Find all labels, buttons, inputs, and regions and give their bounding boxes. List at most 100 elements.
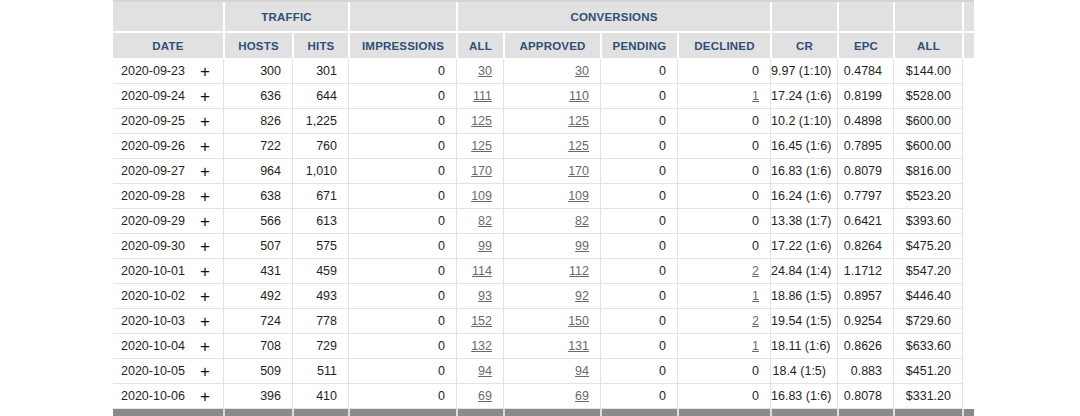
expand-row-icon[interactable]: + bbox=[200, 213, 210, 230]
date-cell: 2020-09-28 + bbox=[113, 184, 223, 209]
revenue-value: $816.00 bbox=[893, 159, 962, 184]
cr-value: 18.11 (1:6) bbox=[770, 334, 837, 359]
revenue-value: $600.00 bbox=[893, 109, 962, 134]
declined-link[interactable]: 2 bbox=[752, 264, 759, 278]
expand-row-icon[interactable]: + bbox=[200, 113, 210, 130]
date-cell: 2020-10-06 + bbox=[113, 384, 223, 409]
conversions-approved-link[interactable]: 131 bbox=[568, 339, 589, 353]
cr-value: 17.24 (1:6) bbox=[770, 84, 837, 109]
column-header-revenue-all: ALL bbox=[893, 33, 962, 59]
table-row: 2020-09-28 + 638 671 0 109 109 0 0 16.24… bbox=[113, 184, 974, 209]
table-row: 2020-10-02 + 492 493 0 93 92 0 1 18.86 (… bbox=[113, 284, 974, 309]
conversions-all-link[interactable]: 69 bbox=[478, 389, 492, 403]
hosts-value: 431 bbox=[223, 259, 292, 284]
pending-value: 0 bbox=[600, 84, 677, 109]
hosts-value: 507 bbox=[223, 234, 292, 259]
epc-value: 0.8957 bbox=[837, 284, 893, 309]
expand-row-icon[interactable]: + bbox=[200, 288, 210, 305]
expand-row-icon[interactable]: + bbox=[200, 88, 210, 105]
group-header-row: TRAFFIC CONVERSIONS bbox=[113, 2, 974, 33]
conversions-all-link[interactable]: 109 bbox=[471, 189, 492, 203]
column-header-cr: CR bbox=[770, 33, 837, 59]
conversions-approved-link[interactable]: 82 bbox=[575, 214, 589, 228]
conversions-all-link[interactable]: 152 bbox=[471, 314, 492, 328]
column-header-pending: PENDING bbox=[600, 33, 677, 59]
conversions-approved-link[interactable]: 94 bbox=[575, 364, 589, 378]
conversions-all-link[interactable]: 114 bbox=[472, 264, 492, 278]
conversions-approved-link[interactable]: 99 bbox=[575, 239, 589, 253]
expand-row-icon[interactable]: + bbox=[200, 338, 210, 355]
revenue-value: $446.40 bbox=[893, 284, 962, 309]
group-header-spacer bbox=[837, 2, 893, 33]
impressions-value: 0 bbox=[348, 384, 456, 409]
conversions-all-link[interactable]: 111 bbox=[473, 89, 492, 103]
table-row: 2020-10-03 + 724 778 0 152 150 0 2 19.54… bbox=[113, 309, 974, 334]
expand-row-icon[interactable]: + bbox=[200, 263, 210, 280]
conversions-approved-link[interactable]: 112 bbox=[569, 264, 589, 278]
pending-value: 0 bbox=[600, 259, 677, 284]
epc-value: 0.7797 bbox=[837, 184, 893, 209]
hits-value: 493 bbox=[292, 284, 348, 309]
hits-value: 644 bbox=[292, 84, 348, 109]
group-header-spacer bbox=[348, 2, 456, 33]
conversions-approved-link[interactable]: 170 bbox=[568, 164, 589, 178]
conversions-approved-link[interactable]: 125 bbox=[568, 139, 589, 153]
conversions-approved-link[interactable]: 69 bbox=[575, 389, 589, 403]
expand-row-icon[interactable]: + bbox=[200, 388, 210, 405]
conversions-all-link[interactable]: 93 bbox=[478, 289, 492, 303]
table-body: 2020-09-23 + 300 301 0 30 30 0 0 9.97 (1… bbox=[113, 59, 974, 409]
totals-cell bbox=[677, 409, 770, 416]
hosts-value: 566 bbox=[223, 209, 292, 234]
conversions-all-link[interactable]: 82 bbox=[478, 214, 492, 228]
conversions-all-link[interactable]: 132 bbox=[471, 339, 492, 353]
declined-link[interactable]: 1 bbox=[752, 339, 759, 353]
expand-row-icon[interactable]: + bbox=[200, 138, 210, 155]
epc-value: 0.6421 bbox=[837, 209, 893, 234]
table-row: 2020-09-27 + 964 1,010 0 170 170 0 0 16.… bbox=[113, 159, 974, 184]
group-header-spacer-clipped bbox=[962, 2, 974, 33]
impressions-value: 0 bbox=[348, 84, 456, 109]
declined-link[interactable]: 1 bbox=[752, 89, 759, 103]
conversions-all-link[interactable]: 170 bbox=[471, 164, 492, 178]
declined-value: 0 bbox=[752, 239, 759, 253]
date-cell: 2020-10-02 + bbox=[113, 284, 223, 309]
revenue-value: $451.20 bbox=[893, 359, 962, 384]
conversions-all-link[interactable]: 99 bbox=[478, 239, 492, 253]
conversions-all-link[interactable]: 94 bbox=[478, 364, 492, 378]
conversions-all-link[interactable]: 125 bbox=[471, 114, 492, 128]
epc-value: 0.8626 bbox=[837, 334, 893, 359]
expand-row-icon[interactable]: + bbox=[200, 63, 210, 80]
conversions-approved-link[interactable]: 92 bbox=[575, 289, 589, 303]
conversions-approved-link[interactable]: 150 bbox=[568, 314, 589, 328]
totals-cell bbox=[600, 409, 677, 416]
date-value: 2020-09-25 bbox=[121, 114, 185, 128]
cr-value: 16.83 (1:6) bbox=[770, 384, 837, 409]
declined-link[interactable]: 2 bbox=[752, 314, 759, 328]
conversions-approved-link[interactable]: 125 bbox=[568, 114, 589, 128]
date-value: 2020-09-23 bbox=[121, 64, 185, 78]
impressions-value: 0 bbox=[348, 359, 456, 384]
totals-cell bbox=[962, 409, 974, 416]
expand-row-icon[interactable]: + bbox=[200, 188, 210, 205]
conversions-all-link[interactable]: 125 bbox=[471, 139, 492, 153]
pending-value: 0 bbox=[600, 359, 677, 384]
date-cell: 2020-10-01 + bbox=[113, 259, 223, 284]
epc-value: 1.1712 bbox=[837, 259, 893, 284]
hits-value: 671 bbox=[292, 184, 348, 209]
epc-value: 0.883 bbox=[837, 359, 893, 384]
conversions-approved-link[interactable]: 110 bbox=[569, 89, 589, 103]
conversions-all-link[interactable]: 30 bbox=[478, 64, 492, 78]
impressions-value: 0 bbox=[348, 159, 456, 184]
conversions-approved-link[interactable]: 109 bbox=[568, 189, 589, 203]
clipped-column-cell bbox=[962, 284, 974, 309]
expand-row-icon[interactable]: + bbox=[200, 163, 210, 180]
hits-value: 511 bbox=[292, 359, 348, 384]
date-cell: 2020-09-27 + bbox=[113, 159, 223, 184]
conversions-approved-link[interactable]: 30 bbox=[575, 64, 589, 78]
declined-link[interactable]: 1 bbox=[752, 289, 759, 303]
pending-value: 0 bbox=[600, 209, 677, 234]
cr-value: 18.86 (1:5) bbox=[770, 284, 837, 309]
expand-row-icon[interactable]: + bbox=[200, 363, 210, 380]
expand-row-icon[interactable]: + bbox=[200, 313, 210, 330]
expand-row-icon[interactable]: + bbox=[200, 238, 210, 255]
